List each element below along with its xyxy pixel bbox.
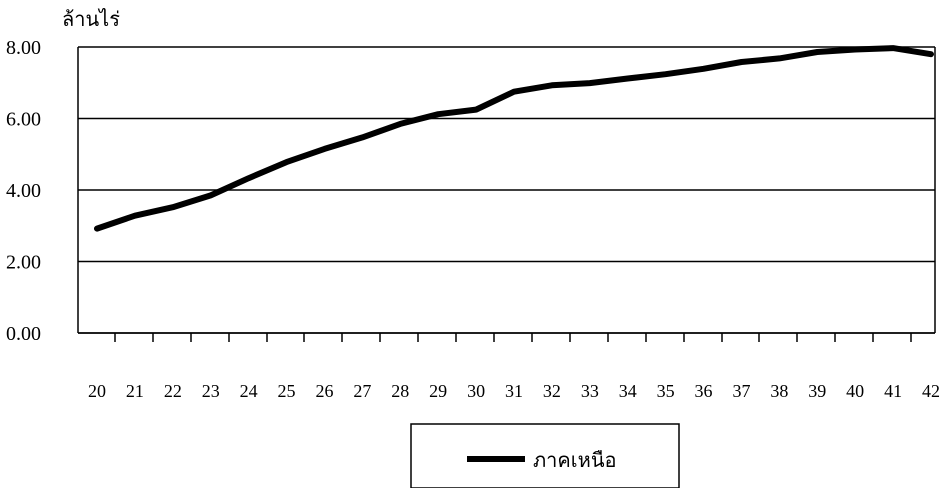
- x-tick-label: 30: [467, 381, 485, 401]
- series-line: [94, 45, 934, 232]
- y-tick-label: 6.00: [6, 109, 41, 131]
- x-tick-label: 32: [543, 381, 561, 401]
- gridlines: [78, 46, 935, 334]
- x-tick-label: 39: [808, 381, 826, 401]
- x-tick-label: 31: [505, 381, 523, 401]
- y-tick-label: 4.00: [6, 180, 41, 202]
- series-lines: [94, 45, 934, 232]
- x-tick-label: 29: [429, 381, 447, 401]
- x-tick-label: 37: [732, 381, 750, 401]
- x-tick-label: 21: [126, 381, 144, 401]
- x-tick-label: 40: [846, 381, 864, 401]
- x-tick-label: 27: [353, 381, 371, 401]
- legend-box: [410, 423, 680, 488]
- y-tick-labels: 0.00 2.00 4.00 6.00 8.00: [6, 37, 41, 345]
- x-tick-label: 28: [391, 381, 409, 401]
- x-tick-label: 35: [657, 381, 675, 401]
- y-tick-label: 0.00: [6, 323, 41, 345]
- y-tick-label: 8.00: [6, 37, 41, 59]
- x-tick-label: 26: [315, 381, 333, 401]
- x-tick-label: 41: [884, 381, 902, 401]
- x-tick-label: 38: [770, 381, 788, 401]
- x-tick-label: 24: [240, 381, 258, 401]
- x-tick-label: 25: [278, 381, 296, 401]
- legend-label: ภาคเหนือ: [533, 448, 617, 472]
- x-tick-label: 23: [202, 381, 220, 401]
- x-tick-label: 33: [581, 381, 599, 401]
- x-tick-label: 34: [619, 381, 637, 401]
- x-tick-label: 20: [88, 381, 106, 401]
- x-tick-label: 22: [164, 381, 182, 401]
- x-tick-label: 36: [695, 381, 713, 401]
- x-tick-label: 42: [922, 381, 940, 401]
- y-axis-label: ล้านไร่: [62, 7, 120, 31]
- axes: [77, 47, 936, 342]
- y-tick-label: 2.00: [6, 252, 41, 274]
- x-tick-labels: 20 21 22 23 24 25 26 27 28 29 30 31 32 33 34 35 36 37 38 39…: [88, 381, 940, 401]
- legend: ภาคเหนือ: [410, 423, 680, 488]
